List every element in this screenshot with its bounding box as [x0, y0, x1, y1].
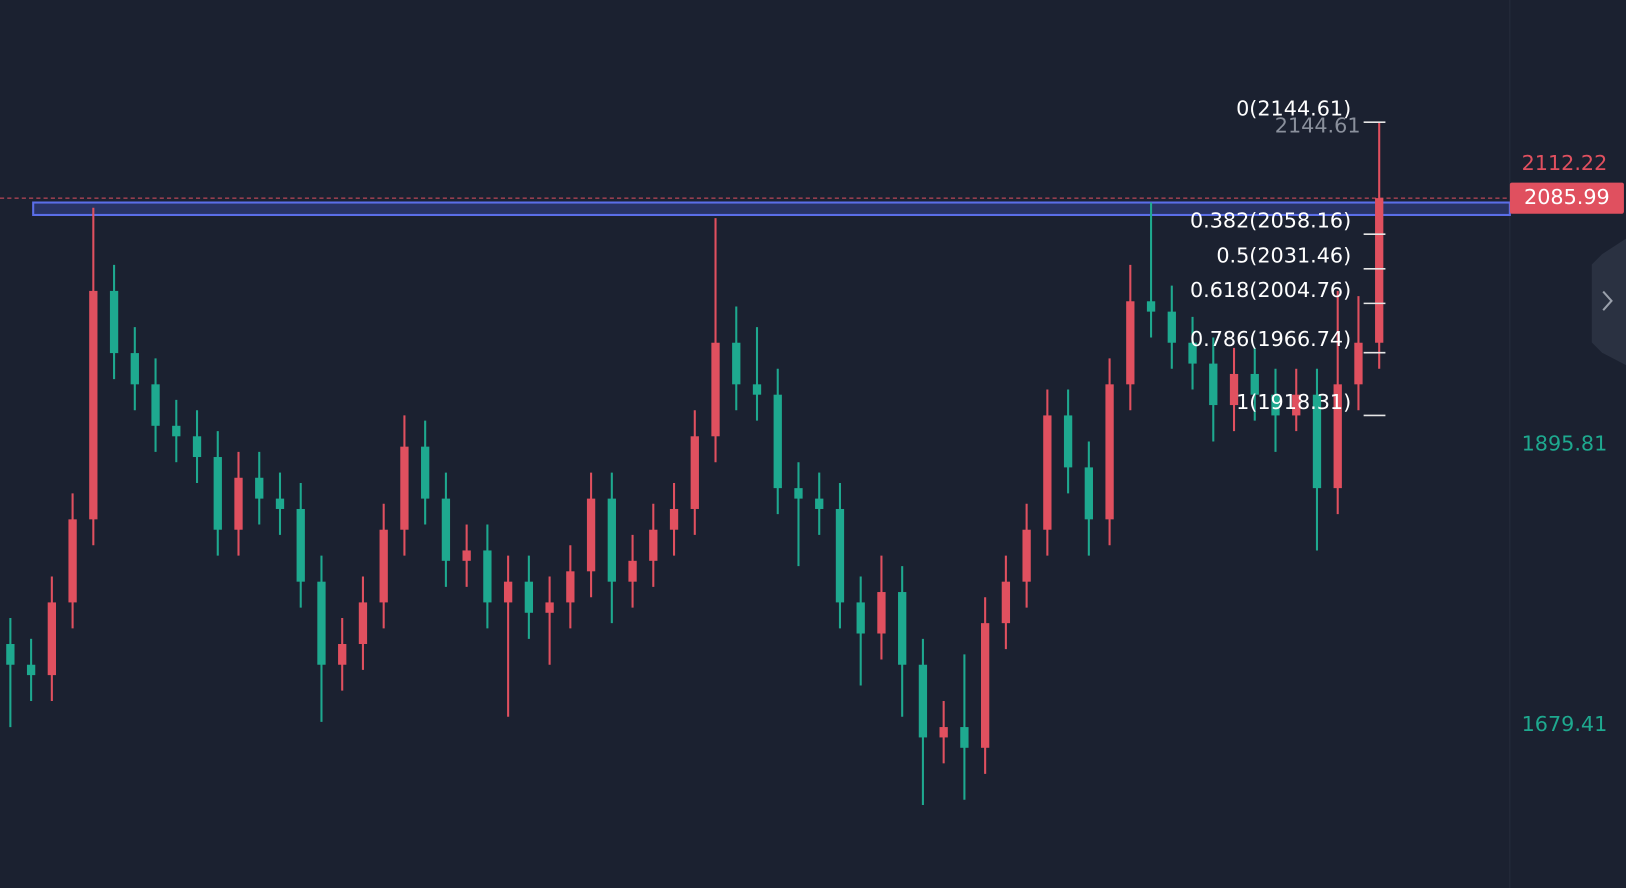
- candle-body: [109, 290, 119, 354]
- candle-body: [1312, 394, 1322, 489]
- candle-body: [566, 571, 575, 603]
- candle-body: [130, 353, 139, 385]
- candle-body: [1084, 467, 1093, 520]
- fib-level-label: 1(1918.31): [1236, 390, 1351, 414]
- candle-body: [918, 664, 928, 738]
- candle-body: [960, 727, 969, 748]
- candle-body: [1354, 342, 1363, 385]
- candle-body: [421, 446, 430, 499]
- candle-body: [877, 592, 886, 634]
- expand-button[interactable]: [1591, 238, 1626, 366]
- chevron-icon[interactable]: [1602, 290, 1613, 311]
- candle-body: [338, 644, 347, 665]
- candle-body: [400, 446, 409, 530]
- candle-body: [358, 602, 368, 645]
- candle-body: [6, 644, 15, 665]
- candle-body: [379, 529, 388, 603]
- candle-body: [1105, 384, 1114, 520]
- candle-body: [545, 602, 554, 613]
- expand-button-bg[interactable]: [1591, 238, 1626, 366]
- candle-body: [1126, 301, 1135, 385]
- candle-body: [1063, 415, 1073, 468]
- candle-body: [68, 519, 77, 603]
- candle-body: [317, 581, 326, 665]
- candle-body: [1043, 415, 1052, 530]
- candle-body: [815, 498, 824, 509]
- candle-body: [752, 384, 762, 395]
- candle-body: [1209, 363, 1218, 406]
- candle-body: [213, 457, 222, 530]
- candle-body: [275, 498, 285, 509]
- candle-body: [1271, 394, 1280, 416]
- candle-body: [1001, 581, 1011, 624]
- candle-body: [151, 384, 160, 426]
- candle-body: [1250, 373, 1259, 395]
- candle-body: [1146, 301, 1156, 312]
- candle-body: [856, 602, 865, 634]
- candle-body: [172, 425, 181, 437]
- candle-body: [732, 342, 741, 385]
- current-price-label: 2085.99: [1524, 185, 1610, 209]
- candle-body: [835, 508, 845, 603]
- candle-body: [898, 592, 907, 665]
- candle-body: [483, 550, 492, 603]
- candle-body: [192, 436, 202, 458]
- y-tick-label: 1895.81: [1522, 432, 1608, 456]
- candle-body: [1375, 198, 1384, 343]
- candle-body: [773, 394, 782, 489]
- y-tick-label: 1679.41: [1522, 712, 1608, 736]
- candle-body: [503, 581, 513, 603]
- candle-body: [980, 623, 990, 748]
- candle-body: [1333, 384, 1342, 489]
- candle-body: [47, 602, 56, 676]
- candle-body: [1292, 394, 1301, 416]
- fib-level-label: 0(2144.61): [1236, 97, 1351, 121]
- y-tick-label: 2112.22: [1522, 151, 1608, 175]
- fib-level-label: 0.786(1966.74): [1190, 327, 1351, 351]
- candle-body: [462, 550, 471, 561]
- candle-body: [89, 290, 98, 520]
- candle-body: [649, 529, 658, 561]
- candle-body: [586, 498, 596, 572]
- candle-body: [26, 664, 36, 676]
- candle-body: [794, 488, 803, 499]
- candle-body: [1022, 529, 1031, 582]
- candle-body: [441, 498, 451, 561]
- fib-level-label: 0.382(2058.16): [1190, 209, 1351, 233]
- candle-body: [939, 727, 948, 738]
- candle-body: [1229, 373, 1239, 406]
- candle-body: [234, 477, 243, 530]
- high-marker-label: 2144.61: [1275, 113, 1361, 137]
- candle-body: [711, 342, 720, 437]
- fib-level-label: 0.618(2004.76): [1190, 278, 1351, 302]
- current-price-badge: [1509, 182, 1624, 214]
- fib-level-label: 0.5(2031.46): [1216, 243, 1351, 267]
- candle-body: [690, 436, 699, 509]
- candle-body: [296, 508, 305, 582]
- candle-body: [1167, 311, 1176, 343]
- candle-body: [628, 560, 637, 582]
- candle-body: [669, 508, 679, 530]
- candle-body: [1188, 342, 1197, 364]
- candle-body: [524, 581, 534, 613]
- candle-body: [607, 498, 616, 582]
- candle-body: [255, 477, 264, 499]
